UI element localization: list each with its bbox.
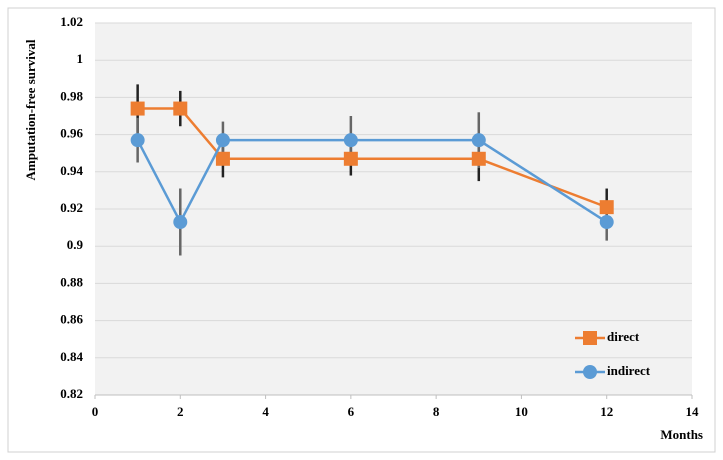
y-tick-label: 0.98: [60, 88, 83, 103]
marker: [173, 101, 188, 116]
y-tick-label: 1: [77, 51, 84, 66]
x-tick-label: 12: [600, 404, 613, 419]
marker: [173, 215, 188, 230]
marker: [343, 133, 358, 148]
y-tick-label: 0.94: [60, 163, 83, 178]
marker: [599, 200, 614, 215]
series-line: [136, 138, 608, 225]
marker: [130, 101, 145, 116]
legend-marker: [583, 365, 597, 379]
y-tick-label: 0.82: [60, 386, 83, 401]
y-tick-label: 1.02: [60, 14, 83, 29]
legend-marker: [583, 331, 597, 345]
y-axis-label: Amputation-free survival: [23, 39, 38, 180]
y-tick-label: 0.96: [60, 126, 83, 141]
marker: [471, 151, 486, 166]
marker: [471, 133, 486, 148]
legend-label: indirect: [607, 363, 651, 378]
y-tick-label: 0.84: [60, 349, 83, 364]
x-tick-label: 2: [177, 404, 184, 419]
x-axis-label: Months: [660, 427, 703, 442]
x-tick-label: 10: [515, 404, 528, 419]
x-tick-label: 8: [433, 404, 440, 419]
marker: [130, 133, 145, 148]
marker: [599, 215, 614, 230]
series-line: [137, 107, 608, 209]
y-tick-label: 0.86: [60, 312, 83, 327]
y-tick-label: 0.88: [60, 274, 83, 289]
legend-label: direct: [607, 329, 640, 344]
marker: [215, 133, 230, 148]
x-tick-label: 6: [348, 404, 355, 419]
x-tick-label: 14: [686, 404, 700, 419]
marker: [343, 151, 358, 166]
marker: [215, 151, 230, 166]
x-tick-label: 4: [262, 404, 269, 419]
x-tick-label: 0: [92, 404, 99, 419]
y-tick-label: 0.9: [67, 237, 84, 252]
y-tick-label: 0.92: [60, 200, 83, 215]
